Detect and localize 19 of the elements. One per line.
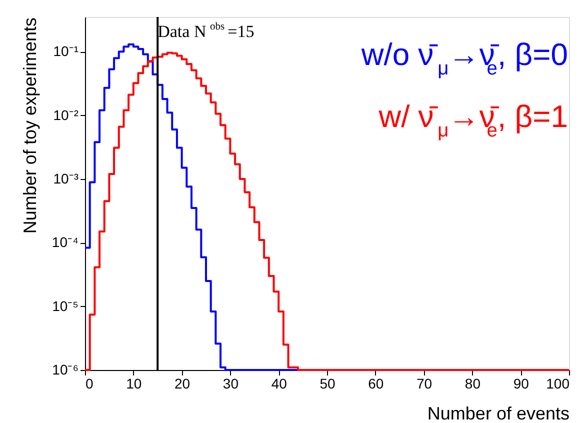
- x-tick-label: 70: [416, 376, 432, 392]
- y-tick-label: 10⁻¹: [53, 43, 79, 60]
- x-tick-label: 90: [513, 376, 530, 392]
- x-tick-label: 0: [86, 376, 94, 392]
- x-tick-label: 50: [320, 376, 336, 392]
- y-tick-label: 10⁻⁶: [52, 362, 78, 378]
- y-axis-title: Number of toy experiments: [20, 18, 40, 234]
- x-tick-label: 20: [174, 376, 190, 392]
- x-tick-label: 40: [271, 376, 288, 392]
- y-tick-label: 10⁻⁴: [52, 234, 78, 250]
- x-tick-label: 100: [546, 376, 570, 392]
- x-tick-label: 80: [464, 376, 481, 392]
- x-tick-label: 30: [222, 376, 239, 392]
- y-tick-label: 10⁻²: [53, 106, 79, 123]
- y-tick-label: 10⁻³: [53, 170, 79, 186]
- x-axis-title: Number of events: [427, 404, 570, 423]
- x-tick-label: 10: [126, 376, 142, 392]
- y-tick-label: 10⁻⁵: [52, 298, 78, 314]
- x-tick-label: 60: [368, 376, 384, 392]
